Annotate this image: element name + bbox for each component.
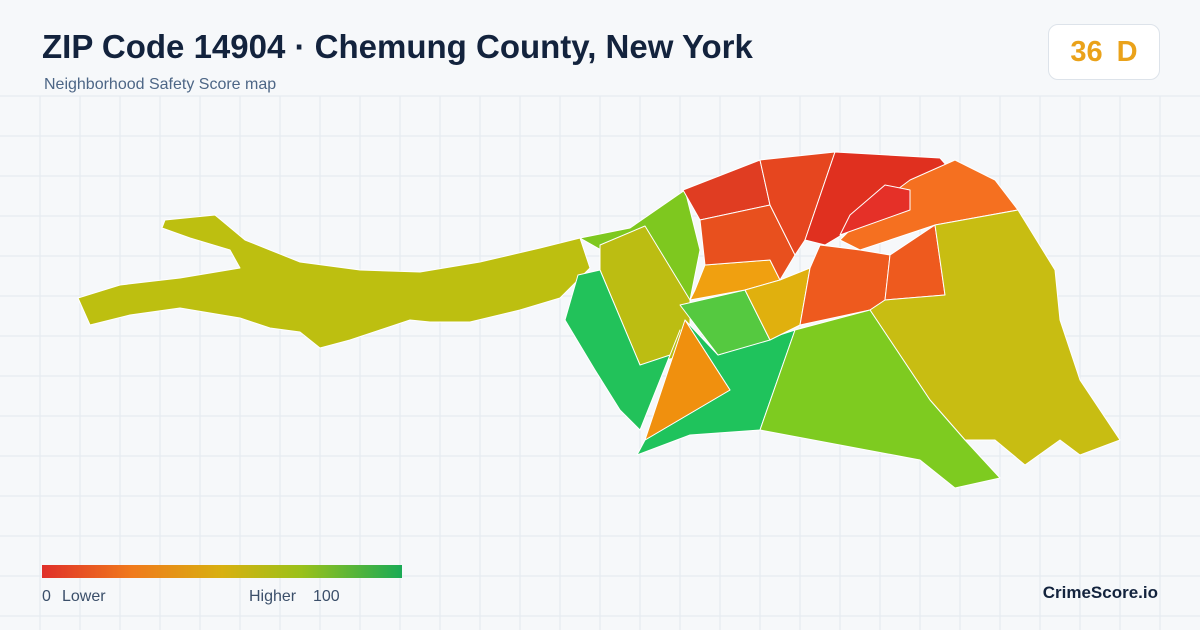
score-badge: 36 D [1048,24,1160,80]
subtitle: Neighborhood Safety Score map [44,76,277,93]
title: ZIP Code 14904 · Chemung County, New Yor… [42,28,753,65]
score-grade: D [1116,35,1138,68]
brand: CrimeScore.io [1042,583,1158,602]
map-region [77,214,591,349]
legend-max: 100 [313,588,340,605]
score-value: 36 [1070,35,1103,68]
legend-min-label: Lower [62,588,106,605]
map-region [564,269,681,431]
map-region [759,309,1001,489]
legend-gradient [42,565,402,578]
map-region [759,151,836,256]
map-region [869,209,1121,466]
legend-max-label: Higher [249,588,297,605]
legend-min: 0 [42,588,51,605]
map-region [644,319,731,441]
map-region [839,184,911,236]
